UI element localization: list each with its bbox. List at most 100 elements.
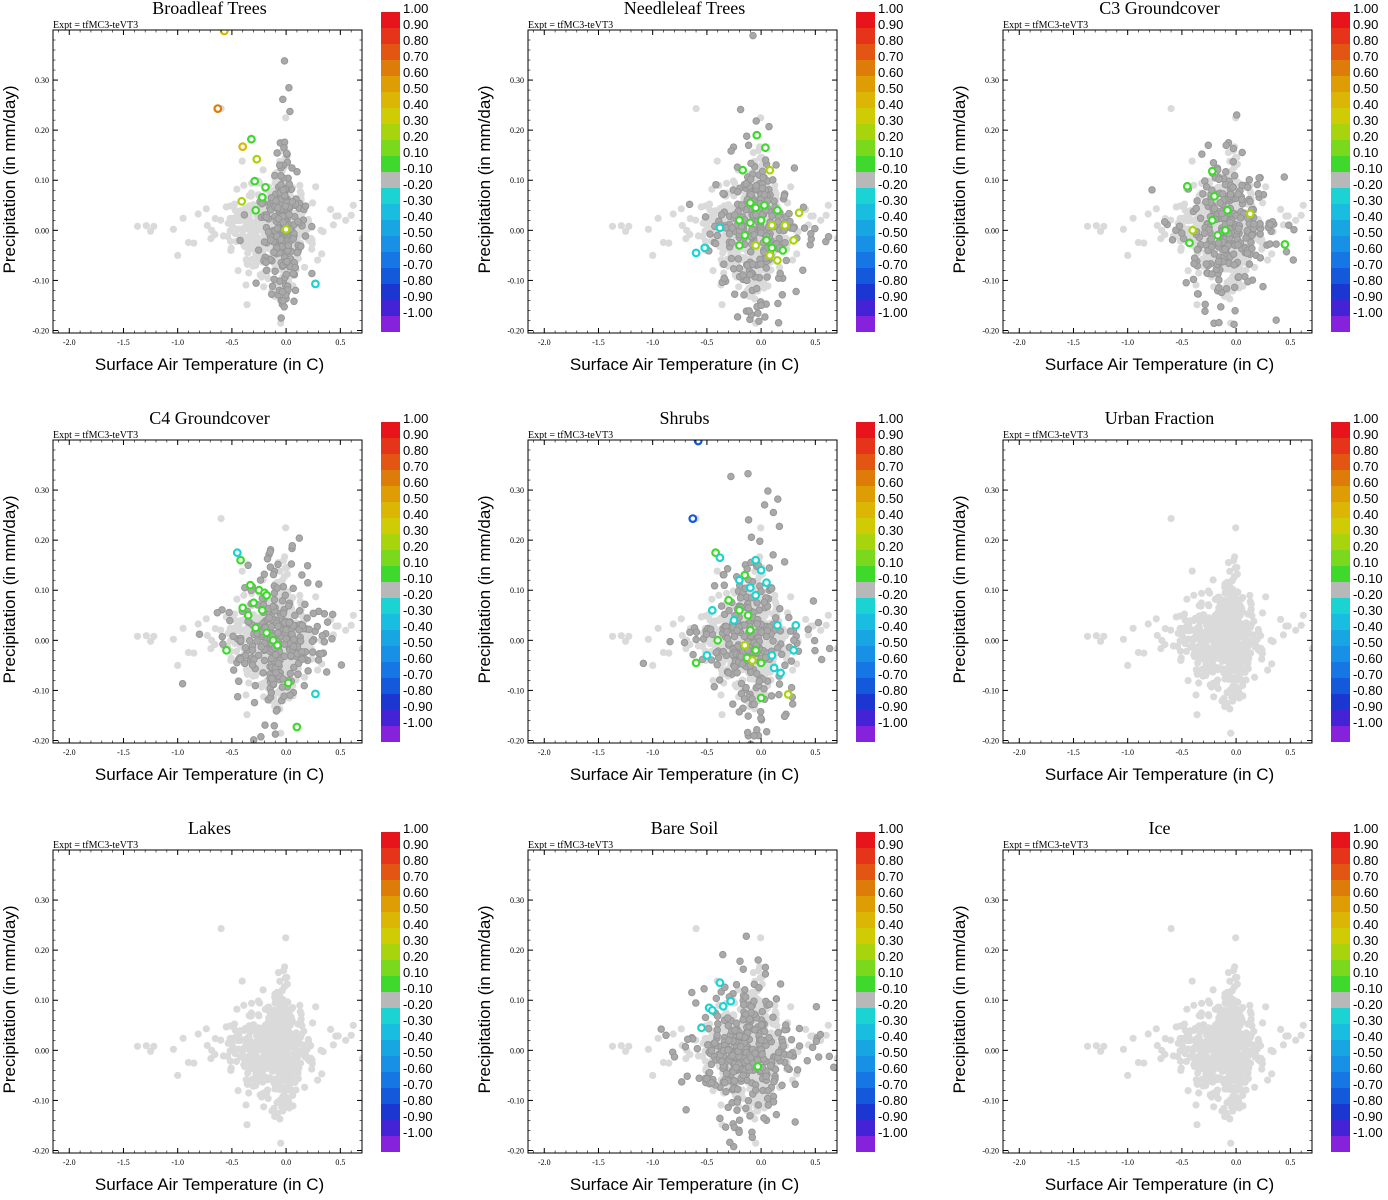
point-gray xyxy=(1215,318,1223,327)
x-tick-label: -1.0 xyxy=(171,748,184,757)
colorbar-label: 0.10 xyxy=(403,145,428,160)
point-yellowgreen xyxy=(794,208,804,218)
plot-frame xyxy=(527,29,838,334)
point-background xyxy=(709,267,717,275)
point-gray xyxy=(758,167,767,176)
point-gray xyxy=(799,203,808,211)
point-gray xyxy=(290,635,298,644)
point-gray xyxy=(280,303,288,311)
point-green xyxy=(250,176,260,186)
colorbar-label: -0.10 xyxy=(403,161,433,176)
point-gray xyxy=(274,659,283,668)
y-tick-label: 0.30 xyxy=(510,76,524,85)
colorbar-label: -0.50 xyxy=(403,225,433,240)
point-cyan xyxy=(311,279,320,289)
point-gray xyxy=(279,296,287,305)
colorbar-swatch xyxy=(381,44,400,60)
plot-frame xyxy=(1002,29,1313,334)
colorbar-label: -0.60 xyxy=(403,651,433,666)
x-tick-label: -1.5 xyxy=(117,338,130,347)
point-background xyxy=(1184,267,1192,275)
point-gray xyxy=(251,681,260,690)
colorbar-label: 0.90 xyxy=(1353,17,1378,32)
colorbar-label: 1.00 xyxy=(403,411,428,426)
point-gray xyxy=(1253,180,1262,189)
point-yellowgreen xyxy=(1188,225,1198,235)
point-gray xyxy=(727,254,736,263)
point-gray xyxy=(289,642,298,651)
point-background xyxy=(248,224,256,232)
point-background xyxy=(1279,221,1287,229)
point-background xyxy=(817,216,825,224)
point-gray xyxy=(1234,241,1242,249)
point-orange xyxy=(213,104,223,113)
point-gray xyxy=(1189,275,1198,284)
colorbar-label: -0.60 xyxy=(403,241,433,256)
colorbar-swatch xyxy=(381,566,400,582)
point-gray xyxy=(1226,218,1234,227)
point-green xyxy=(745,198,755,208)
point-gray xyxy=(264,228,273,236)
point-gray xyxy=(728,238,736,247)
point-gray xyxy=(291,611,299,620)
point-green xyxy=(735,240,744,250)
panel-title: C3 Groundcover xyxy=(1099,0,1219,18)
point-background xyxy=(211,640,219,648)
y-tick-label: 0.00 xyxy=(510,226,524,235)
point-background xyxy=(787,183,795,191)
point-yellowgreen xyxy=(773,256,782,265)
point-background xyxy=(248,255,256,263)
point-green xyxy=(273,640,282,650)
point-gray xyxy=(273,584,281,592)
point-background xyxy=(1292,216,1300,224)
point-background xyxy=(228,624,236,633)
point-gray xyxy=(270,722,279,730)
point-gray xyxy=(260,656,269,665)
point-gray xyxy=(752,210,760,219)
point-gray xyxy=(755,317,763,325)
colorbar-swatch xyxy=(381,422,400,438)
point-gray xyxy=(1210,250,1219,258)
y-tick-label: -0.20 xyxy=(982,326,999,335)
point-gray xyxy=(1245,260,1254,268)
point-gray xyxy=(285,618,293,627)
colorbar-swatch xyxy=(1331,156,1350,172)
point-background xyxy=(1177,246,1185,254)
point-gray xyxy=(287,560,296,568)
colorbar-swatch xyxy=(381,470,400,486)
x-axis-title: Surface Air Temperature (in C) xyxy=(95,765,324,784)
point-background xyxy=(649,251,657,259)
point-gray xyxy=(219,640,227,648)
point-gray xyxy=(1256,220,1264,228)
point-gray xyxy=(1215,175,1223,184)
point-background xyxy=(1124,251,1132,259)
point-gray xyxy=(233,692,242,701)
point-gray xyxy=(308,637,317,646)
point-gray xyxy=(1248,244,1256,253)
colorbar-swatch xyxy=(381,108,400,124)
colorbar-label: 1.00 xyxy=(1353,1,1378,16)
colorbar-swatch xyxy=(1331,268,1350,284)
point-gray xyxy=(288,198,297,206)
point-gray xyxy=(800,224,809,232)
point-background xyxy=(349,611,357,619)
y-tick-label: 0.20 xyxy=(35,536,49,545)
point-gray xyxy=(789,224,798,233)
point-gray xyxy=(1208,270,1216,278)
colorbar-label: 0.10 xyxy=(1353,145,1378,160)
point-green xyxy=(756,215,766,225)
point-gray xyxy=(760,190,769,199)
point-gray xyxy=(811,224,819,233)
point-gray xyxy=(285,83,293,92)
colorbar-label: -1.00 xyxy=(1353,305,1383,320)
point-gray xyxy=(734,255,743,263)
colorbar-label: 0.50 xyxy=(1353,81,1378,96)
point-gray xyxy=(308,269,316,278)
point-gray xyxy=(262,258,270,267)
point-yellowgreen xyxy=(1245,209,1255,219)
point-gray xyxy=(1230,283,1239,292)
x-tick-label: -2.0 xyxy=(63,338,76,347)
point-gray xyxy=(303,614,311,622)
colorbar-swatch xyxy=(856,172,875,188)
point-gray xyxy=(298,571,306,579)
